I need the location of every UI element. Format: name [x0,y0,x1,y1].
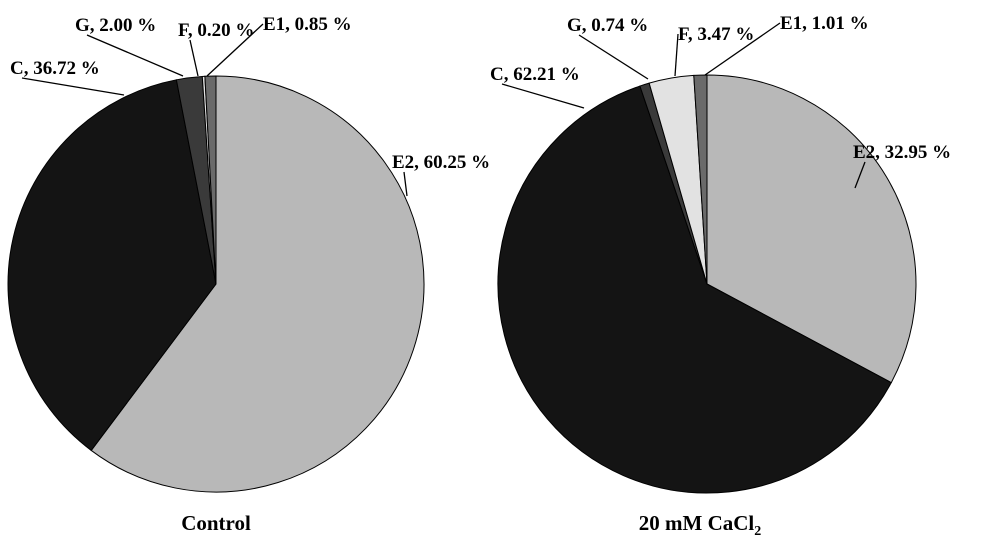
leader-line-e2 [854,161,866,189]
leader-line-f [189,39,199,77]
slice-label-e1: E1, 0.85 % [263,14,352,35]
leader-line-f [674,33,679,77]
pie-slice-c [7,79,217,452]
leader-line-c [501,83,585,109]
slice-label-e1: E1, 1.01 % [780,13,869,34]
pie-slice-e1 [693,74,708,285]
leader-line-g [578,34,649,80]
control-pie-chart: E2, 60.25 % C, 36.72 % G, 2.00 % F, 0.20 % E… [7,14,490,493]
leader-line-g [86,34,184,77]
pie-slice-e1 [204,75,217,285]
leader-line-e2 [403,171,408,197]
cacl2-chart-title: 20 mM CaCl2 [639,511,761,539]
pie-slice-c [497,85,892,494]
control-chart-title: Control [181,511,251,535]
pie-slice-e2 [706,74,917,384]
slice-label-e2: E2, 32.95 % [853,142,951,163]
leader-line-c [21,77,125,96]
slice-label-e2: E2, 60.25 % [392,152,490,173]
leader-line-e1 [704,22,781,76]
pie-slice-e2 [90,75,425,493]
slice-label-g: G, 0.74 % [567,15,648,36]
slice-label-f: F, 3.47 % [678,24,754,45]
slice-label-c: C, 62.21 % [490,64,580,85]
cacl2-pie-chart: E2, 32.95 % C, 62.21 % G, 0.74 % F, 3.47 % E… [490,13,951,494]
leader-line-e1 [206,23,264,77]
slice-label-f: F, 0.20 % [178,20,254,41]
slice-label-c: C, 36.72 % [10,58,100,79]
slice-label-g: G, 2.00 % [75,15,156,36]
